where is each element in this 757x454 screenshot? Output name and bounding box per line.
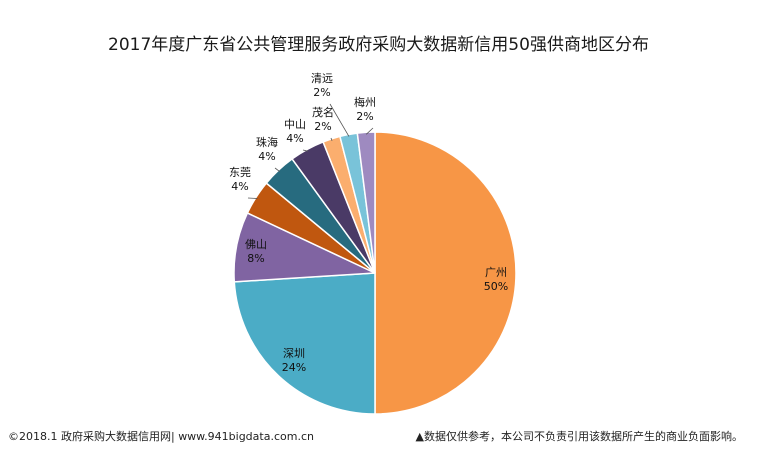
slice-percent-label: 8% — [247, 252, 264, 265]
footer-copyright: ©2018.1 政府采购大数据信用网| www.941bigdata.com.c… — [8, 430, 314, 443]
leader-line-9 — [365, 127, 374, 135]
slice-name-label: 清远 — [311, 72, 333, 85]
slice-percent-label: 24% — [282, 361, 306, 374]
slice-name-label: 深圳 — [283, 347, 305, 360]
leader-line-5 — [274, 167, 281, 172]
pie-slice-2 — [233, 272, 376, 415]
leader-lines — [247, 103, 374, 199]
slice-percent-label: 4% — [231, 180, 248, 193]
slice-name-label: 佛山 — [245, 238, 267, 251]
pie-slice-1 — [374, 131, 517, 415]
footer-disclaimer: ▲数据仅供参考，本公司不负责引用该数据所产生的商业负面影响。 — [415, 430, 743, 443]
slice-name-label: 梅州 — [354, 95, 376, 109]
leader-line-6 — [302, 149, 309, 152]
slice-name-label: 珠海 — [256, 135, 278, 149]
slice-name-label: 茂名 — [312, 105, 334, 119]
chart-title: 2017年度广东省公共管理服务政府采购大数据新信用50强供商地区分布 — [108, 35, 649, 55]
slice-percent-label: 2% — [356, 110, 373, 123]
slice-percent-label: 2% — [314, 120, 331, 133]
slice-name-label: 广州 — [485, 266, 507, 279]
leader-line-7 — [330, 137, 333, 141]
pie-slices — [233, 131, 517, 415]
slice-percent-label: 4% — [258, 150, 275, 163]
leader-line-8 — [329, 103, 350, 137]
slice-percent-label: 50% — [484, 280, 508, 293]
leader-line-4 — [247, 197, 258, 199]
pie-slice-9 — [356, 131, 376, 274]
slice-name-label: 东莞 — [229, 166, 251, 179]
slice-percent-label: 2% — [313, 86, 330, 99]
slice-percent-label: 4% — [286, 132, 303, 145]
slice-name-label: 中山 — [284, 118, 306, 131]
